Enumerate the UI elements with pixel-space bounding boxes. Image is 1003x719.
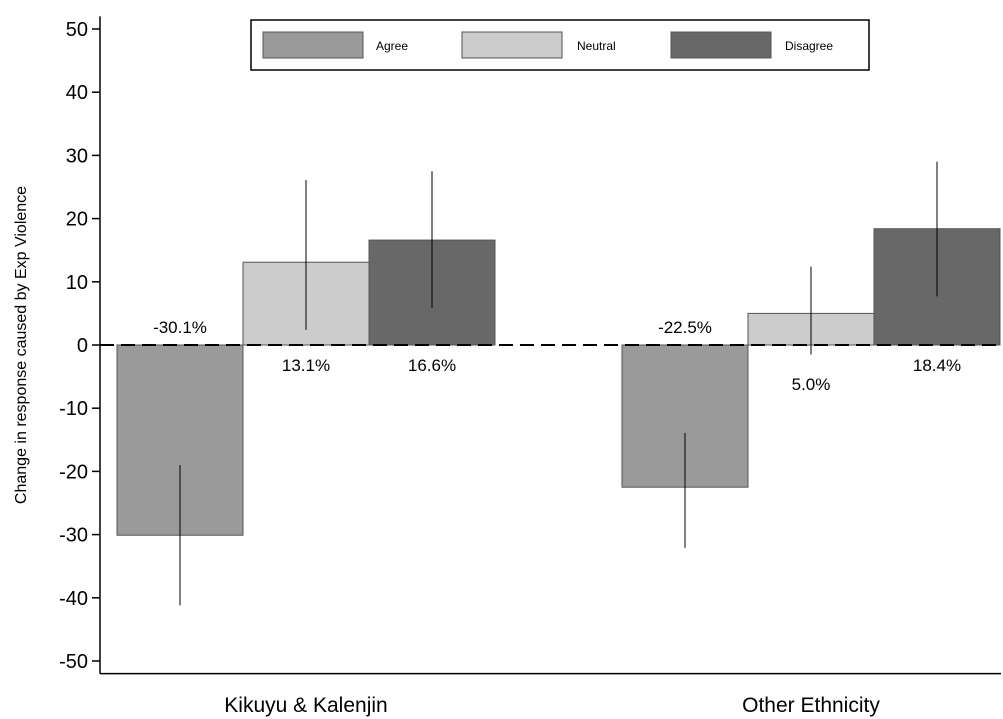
data-label-disagree-other-ethnicity: 18.4%: [913, 356, 961, 375]
legend-label-neutral: Neutral: [577, 39, 616, 53]
data-label-neutral-other-ethnicity: 5.0%: [792, 375, 831, 394]
legend-label-agree: Agree: [376, 39, 408, 53]
legend-label-disagree: Disagree: [785, 39, 833, 53]
x-category-label: Kikuyu & Kalenjin: [224, 694, 387, 717]
bars: [116, 228, 1001, 536]
y-axis: 50 40 30 20 10 0 -10 -20 -30 -40 -50: [59, 16, 101, 674]
y-tick-label: 0: [77, 335, 88, 357]
y-tick-label: 20: [66, 209, 88, 231]
error-bars: [179, 161, 938, 606]
legend-swatch-agree: [262, 31, 364, 59]
y-tick-label: -50: [59, 651, 88, 673]
data-labels: -30.1% 13.1% 16.6% -22.5% 5.0% 18.4%: [153, 318, 961, 394]
data-label-disagree-kikuyu-kalenjin: 16.6%: [408, 356, 456, 375]
legend-swatch-disagree: [670, 31, 772, 59]
data-label-agree-kikuyu-kalenjin: -30.1%: [153, 318, 207, 337]
y-tick-label: 50: [66, 19, 88, 41]
y-tick-label: -10: [59, 398, 88, 420]
data-label-neutral-kikuyu-kalenjin: 13.1%: [282, 356, 330, 375]
data-label-agree-other-ethnicity: -22.5%: [658, 318, 712, 337]
legend: Agree Neutral Disagree: [250, 19, 870, 71]
x-axis: Kikuyu & Kalenjin Other Ethnicity: [100, 672, 1001, 717]
y-axis-label: Change in response caused by Exp Violenc…: [13, 186, 30, 504]
y-tick-label: 40: [66, 82, 88, 104]
y-tick-label: -30: [59, 525, 88, 547]
y-tick-label: -40: [59, 588, 88, 610]
legend-swatch-neutral: [461, 31, 563, 59]
y-tick-label: 30: [66, 145, 88, 167]
y-tick-label: -20: [59, 461, 88, 483]
y-tick-label: 10: [66, 272, 88, 294]
x-category-label: Other Ethnicity: [742, 694, 880, 717]
